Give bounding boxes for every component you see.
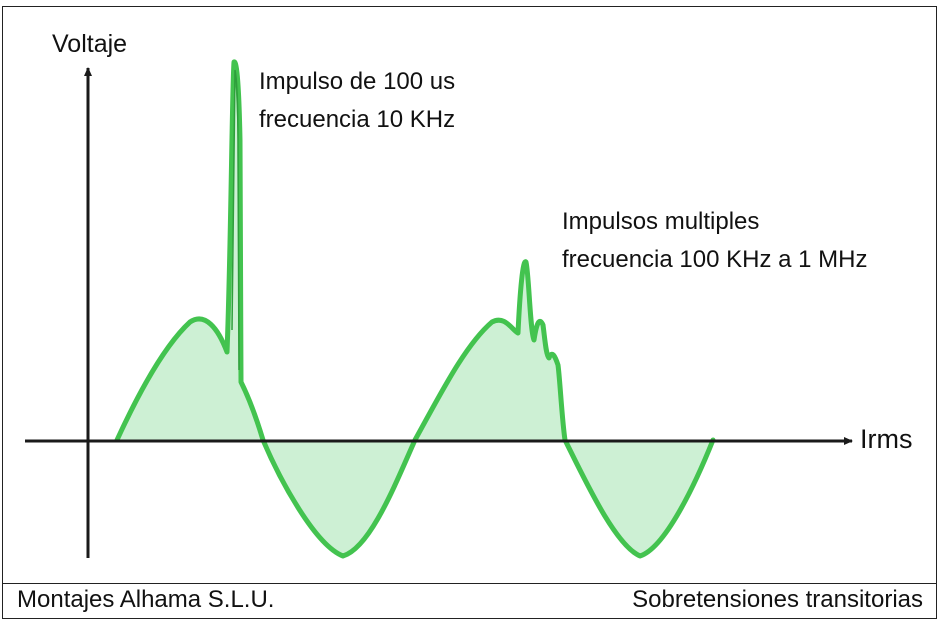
waveform-line <box>114 59 716 559</box>
annotation-multiple-impulse-line1: Impulsos multiples <box>562 208 759 235</box>
wave-fill-negative-1 <box>263 440 415 556</box>
footer-company: Montajes Alhama S.L.U. <box>17 586 275 613</box>
diagram-frame <box>2 6 937 619</box>
x-axis-label: Irms <box>860 424 912 454</box>
annotation-single-impulse-line1: Impulso de 100 us <box>259 68 455 95</box>
footer-title: Sobretensiones transitorias <box>632 586 923 613</box>
annotation-multiple-impulse-line2: frecuencia 100 KHz a 1 MHz <box>562 246 867 273</box>
wave-fill <box>117 61 713 556</box>
annotation-single-impulse-line2: frecuencia 10 KHz <box>259 106 455 133</box>
y-axis-label: Voltaje <box>52 30 127 58</box>
footer: Montajes Alhama S.L.U. Sobretensiones tr… <box>2 583 937 619</box>
impulse-spike-inner <box>231 69 240 371</box>
